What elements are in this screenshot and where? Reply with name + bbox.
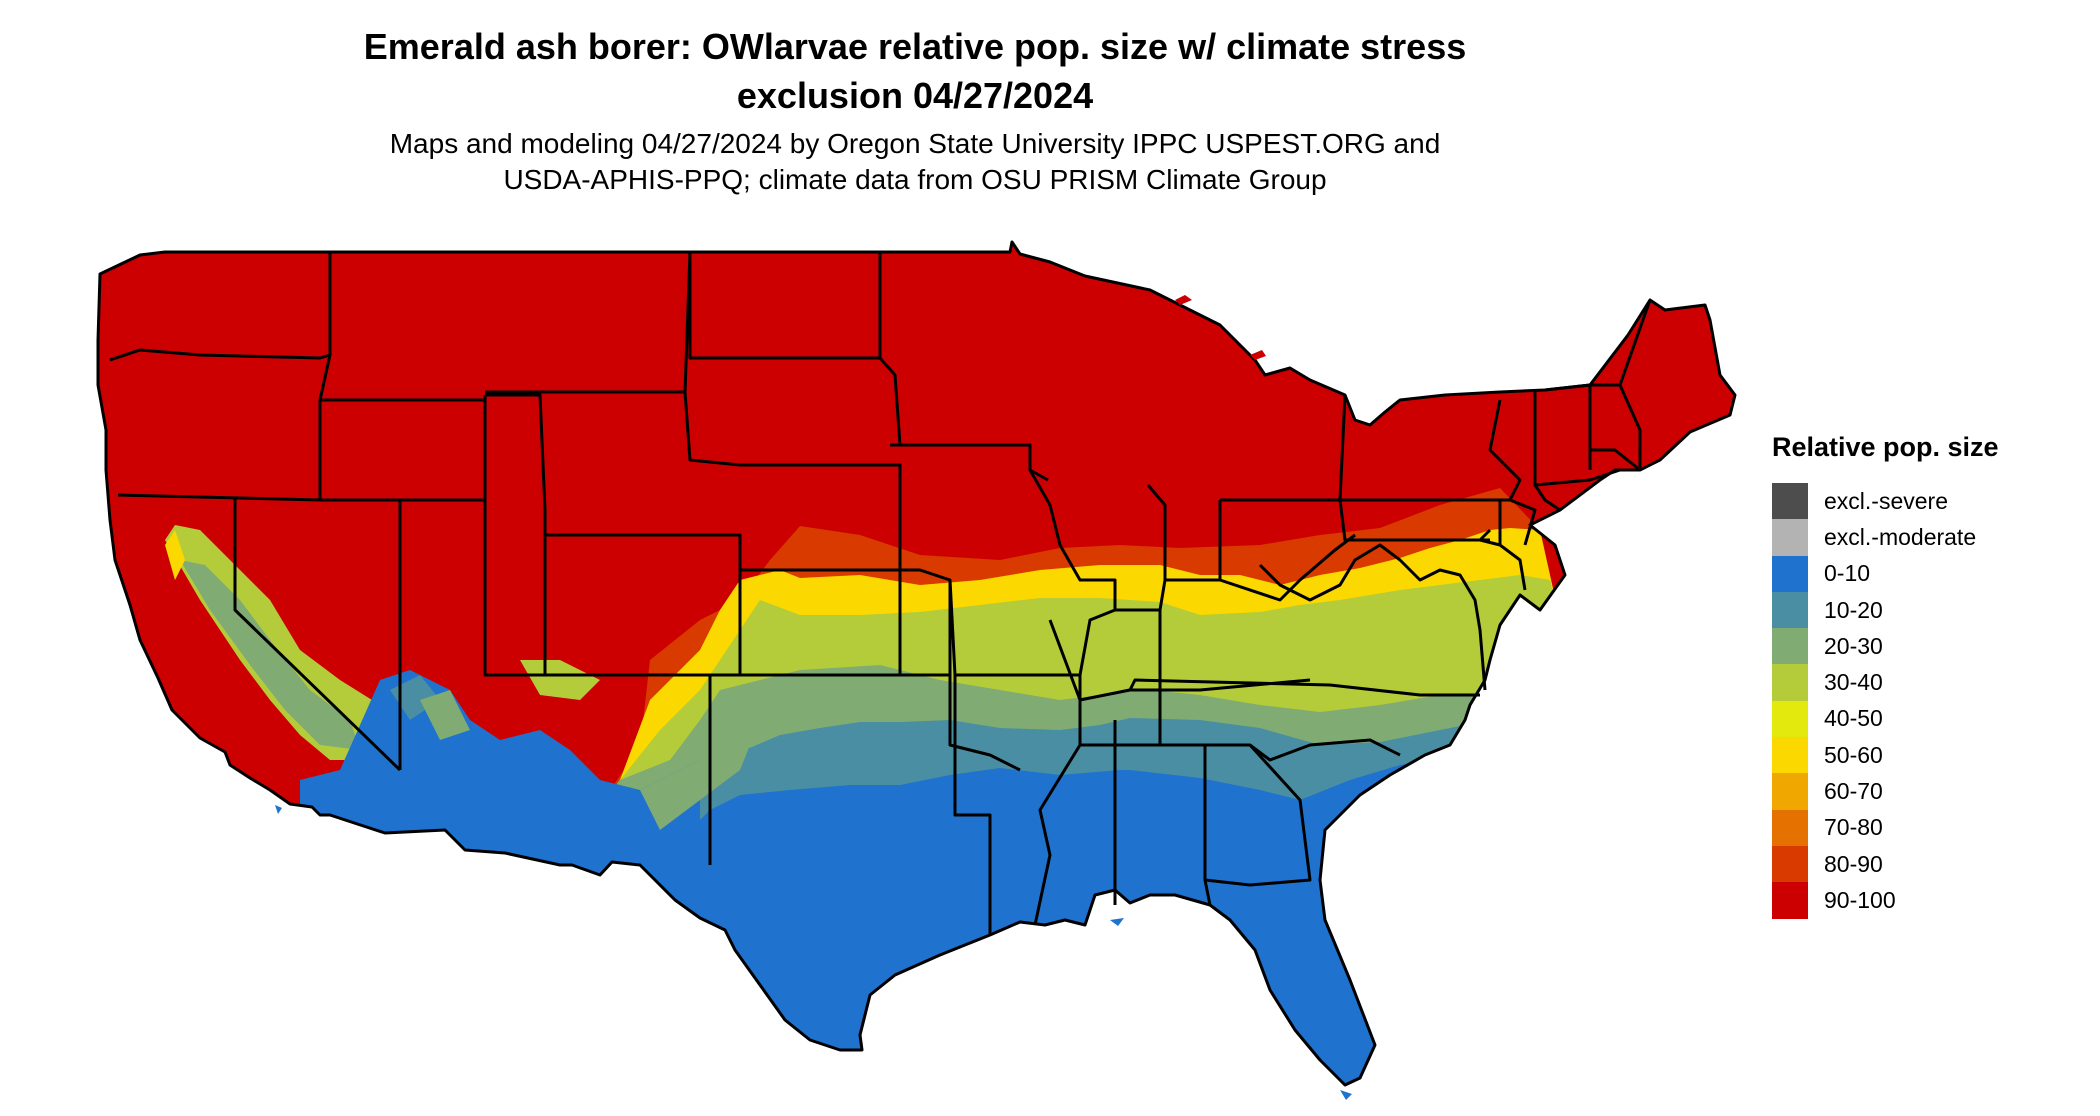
- legend-label: 70-80: [1824, 814, 1883, 841]
- legend-items: excl.-severe excl.-moderate 0-10 10-20 20-30…: [1772, 483, 1999, 919]
- legend-label: 60-70: [1824, 778, 1883, 805]
- legend-swatch: [1772, 773, 1808, 810]
- legend-label: 20-30: [1824, 632, 1883, 659]
- legend-item: 30-40: [1772, 664, 1999, 701]
- coastal-island-detail: [275, 805, 1352, 1100]
- zone-50-60-california: [165, 530, 185, 580]
- legend-title: Relative pop. size: [1772, 432, 1999, 462]
- legend-swatch: [1772, 519, 1808, 556]
- legend-swatch: [1772, 737, 1808, 774]
- island-shape: [1340, 1090, 1352, 1100]
- legend-swatch: [1772, 882, 1808, 919]
- legend-label: 80-90: [1824, 850, 1883, 877]
- legend-item: 50-60: [1772, 737, 1999, 774]
- legend-item: 20-30: [1772, 628, 1999, 665]
- us-map: [96, 240, 1737, 1100]
- legend-swatch: [1772, 845, 1808, 883]
- legend-label: 40-50: [1824, 705, 1883, 732]
- map-title-line-1: Emerald ash borer: OWlarvae relative pop…: [363, 26, 1467, 67]
- legend-item: 40-50: [1772, 700, 1999, 738]
- map-subtitle: Maps and modeling 04/27/2024 by Oregon S…: [0, 126, 1830, 198]
- legend-swatch: [1772, 664, 1808, 701]
- map-subtitle-line-1: Maps and modeling 04/27/2024 by Oregon S…: [389, 128, 1441, 159]
- legend-item: 80-90: [1772, 845, 1999, 883]
- legend-swatch: [1772, 483, 1808, 520]
- legend-item: 90-100: [1772, 882, 1999, 919]
- island-shape: [1110, 918, 1124, 926]
- zone-10-20-arizona: [390, 675, 440, 720]
- state-borders: [96, 240, 1737, 1087]
- island-shape: [1250, 350, 1266, 360]
- legend-item: 10-20: [1772, 591, 1999, 629]
- island-shape: [1090, 282, 1110, 292]
- legend-swatch: [1772, 700, 1808, 738]
- map-subtitle-line-2: USDA-APHIS-PPQ; climate data from OSU PR…: [503, 164, 1327, 195]
- map-title: Emerald ash borer: OWlarvae relative pop…: [0, 22, 1830, 120]
- zone-20-30-arizona: [420, 690, 470, 740]
- legend-swatch: [1772, 591, 1808, 629]
- legend-swatch: [1772, 555, 1808, 592]
- legend-swatch: [1772, 628, 1808, 665]
- island-detail: [1090, 282, 1266, 360]
- zone-30-40-arizona: [520, 660, 600, 700]
- legend-label: 90-100: [1824, 886, 1896, 913]
- legend-item: excl.-severe: [1772, 483, 1999, 520]
- legend-label: excl.-moderate: [1824, 523, 1977, 550]
- legend-label: excl.-severe: [1824, 487, 1948, 514]
- legend-label: 50-60: [1824, 741, 1883, 768]
- legend-label: 10-20: [1824, 596, 1883, 623]
- legend-item: 70-80: [1772, 809, 1999, 846]
- zone-20-30-california: [180, 560, 360, 750]
- legend-item: excl.-moderate: [1772, 519, 1999, 556]
- legend-label: 0-10: [1824, 560, 1871, 587]
- legend: Relative pop. size excl.-severe excl.-mod…: [1772, 432, 1999, 919]
- legend-swatch: [1772, 809, 1808, 846]
- island-shape: [275, 805, 282, 814]
- map-title-line-2: exclusion 04/27/2024: [736, 75, 1094, 116]
- legend-item: 60-70: [1772, 773, 1999, 810]
- island-shape: [1175, 295, 1192, 305]
- zone-20-30-texas: [640, 720, 760, 830]
- legend-item: 0-10: [1772, 555, 1999, 592]
- legend-label: 30-40: [1824, 669, 1883, 696]
